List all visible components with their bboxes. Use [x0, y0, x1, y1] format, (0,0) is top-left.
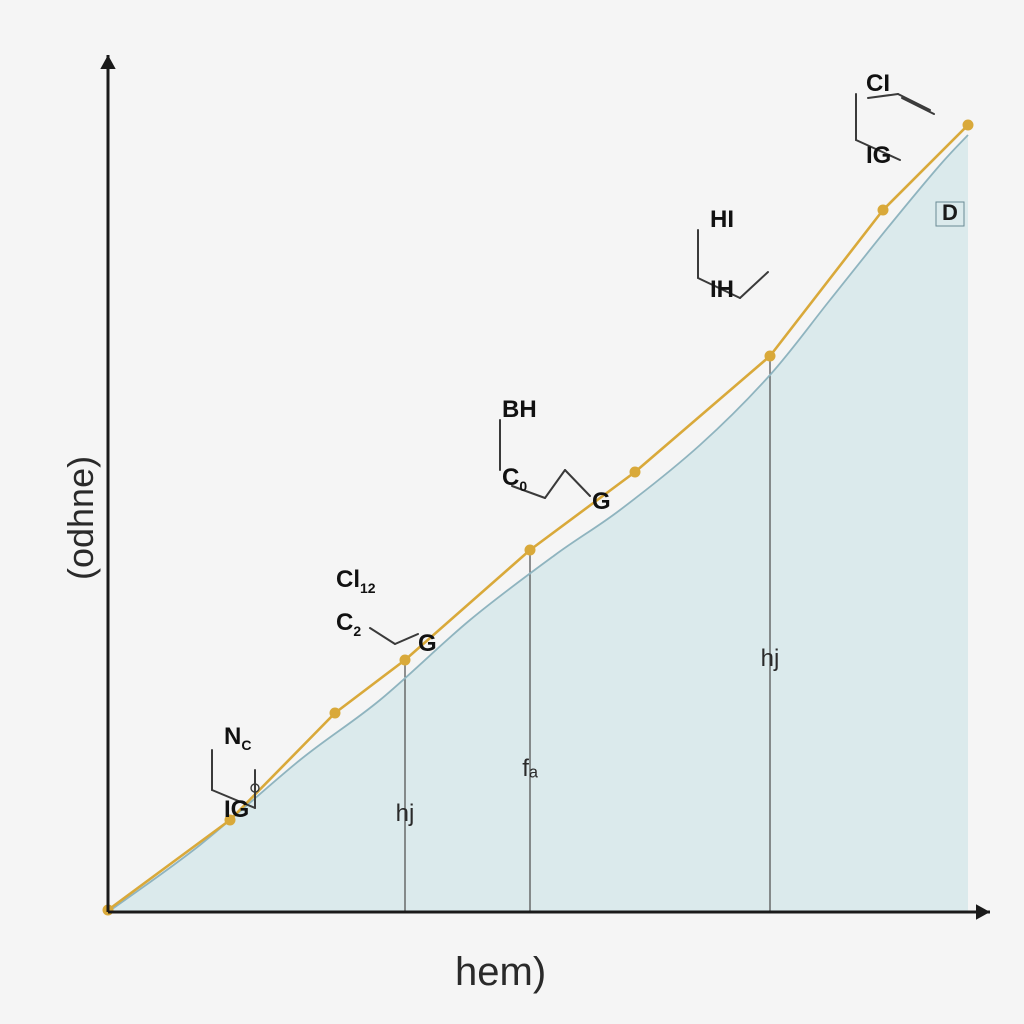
molecule-label-top: HI [710, 208, 734, 232]
dropline-label: hj [396, 800, 415, 828]
x-axis-arrow [976, 904, 990, 919]
dropline-label: fₐ [522, 755, 538, 783]
molecule-bond [740, 272, 768, 298]
molecule-bond [565, 470, 590, 496]
data-marker [525, 545, 535, 555]
molecule-label-top: NC [224, 725, 251, 752]
molecule-label-bottom: C2 [336, 611, 376, 638]
data-marker [330, 708, 340, 718]
mol-hi-ih: HI IH [710, 208, 734, 302]
molecule-label-right: G [418, 632, 437, 656]
molecule-bond [395, 634, 418, 644]
molecule-label-right: G [592, 490, 611, 514]
y-axis-arrow [100, 55, 115, 69]
dropline-label: hj [761, 645, 780, 673]
molecule-bond [545, 470, 565, 498]
data-marker [765, 351, 775, 361]
molecule-bond [898, 94, 930, 110]
y-axis-label: (odhne) [60, 456, 102, 580]
molecule-label-top: BH [502, 398, 537, 422]
molecule-label-top: CI [866, 72, 891, 96]
mol-bh-c0-g: BH C0 [502, 398, 537, 493]
x-axis-label: hem) [455, 950, 546, 995]
mol-cl-ig: CI IG [866, 72, 891, 168]
data-marker [400, 655, 410, 665]
chart-canvas: D hem) (odhne) hj fₐ hj NC IG Cl12 C2 G BH C0 G HI I… [0, 0, 1024, 1024]
molecule-label-bottom: IG [866, 144, 891, 168]
corner-label: D [942, 200, 958, 225]
data-marker [963, 120, 973, 130]
molecule-label-top: Cl12 [336, 568, 376, 595]
molecule-label-bottom: IG [224, 798, 251, 822]
molecule-label-bottom: C0 [502, 466, 537, 493]
data-marker [878, 205, 888, 215]
molecule-label-bottom: IH [710, 278, 734, 302]
data-marker [630, 467, 640, 477]
mol-cl-c2-g: Cl12 C2 [336, 568, 376, 638]
mol-nc-ig: NC IG [224, 725, 251, 822]
molecule-bond [902, 98, 934, 114]
